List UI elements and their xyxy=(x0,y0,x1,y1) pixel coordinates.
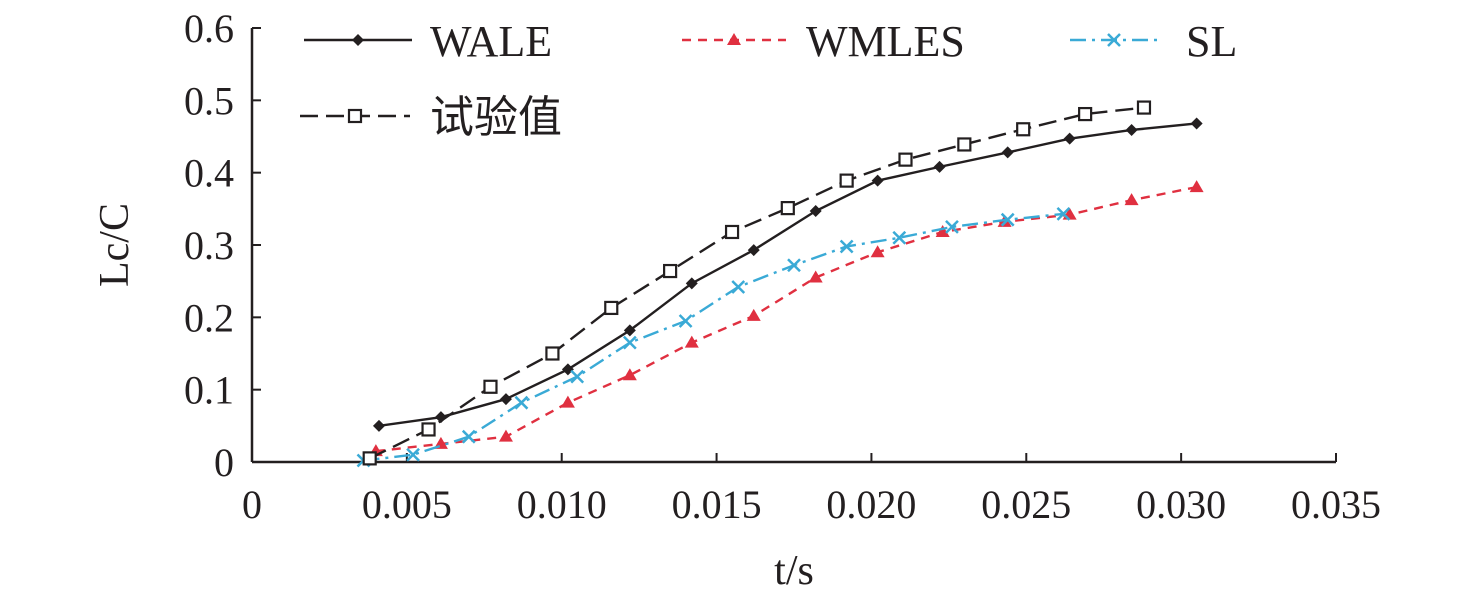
data-point-wale xyxy=(809,205,822,218)
data-point-wmles xyxy=(935,224,950,237)
data-point-wale xyxy=(685,277,698,290)
data-point-wmles xyxy=(622,368,637,381)
series-wale xyxy=(372,117,1203,432)
data-point-experimental xyxy=(604,300,619,316)
legend: WALE WMLES SL 试验值 xyxy=(300,17,1237,142)
x-tick-label: 0.015 xyxy=(672,482,762,527)
series-line-wmles xyxy=(375,185,1197,453)
legend-label: WMLES xyxy=(806,17,965,66)
data-point-wmles xyxy=(808,270,823,283)
data-point-wale xyxy=(1001,146,1014,159)
x-tick-label: 0.035 xyxy=(1291,482,1381,527)
data-point-wale xyxy=(372,419,385,432)
data-point-sl xyxy=(787,258,801,273)
series-line-sl xyxy=(363,212,1064,462)
data-point-wmles xyxy=(1189,180,1204,193)
data-point-wale xyxy=(747,244,760,257)
series-sl xyxy=(356,207,1071,468)
data-point-wale xyxy=(933,160,946,173)
x-tick-label: 0.020 xyxy=(826,482,916,527)
data-point-wmles xyxy=(560,395,575,408)
data-point-experimental xyxy=(724,224,740,240)
series-wmles xyxy=(368,180,1204,457)
data-point-experimental xyxy=(839,173,854,188)
data-point-sl xyxy=(892,230,907,245)
legend-item-sl: SL xyxy=(1070,17,1237,66)
y-axis-title: Lc/C xyxy=(92,203,138,287)
data-point-sl xyxy=(678,314,693,328)
series-line-experimental xyxy=(369,106,1145,460)
series-line-wale xyxy=(378,122,1197,428)
x-tick-label: 0.025 xyxy=(981,482,1071,527)
data-point-sl xyxy=(839,239,854,254)
y-tick-label: 0.3 xyxy=(184,223,234,268)
x-tick-label: 0.005 xyxy=(362,482,452,527)
data-point-sl xyxy=(1056,207,1071,221)
data-point-experimental xyxy=(957,137,972,152)
legend-item-experimental: 试验值 xyxy=(300,93,562,142)
data-point-wale xyxy=(561,363,574,376)
y-tick-label: 0.4 xyxy=(184,151,234,196)
y-tick-label: 0 xyxy=(214,440,234,485)
data-point-experimental xyxy=(780,201,795,216)
data-point-wmles xyxy=(746,308,761,321)
data-point-wmles xyxy=(684,335,699,348)
x-tick-label: 0.030 xyxy=(1136,482,1226,527)
data-point-experimental xyxy=(483,379,498,394)
data-point-wale xyxy=(499,393,512,406)
data-point-wmles xyxy=(498,429,513,442)
y-tick-label: 0.5 xyxy=(184,78,234,123)
legend-label: SL xyxy=(1186,17,1237,66)
data-point-wmles xyxy=(870,245,885,258)
y-tick-label: 0.1 xyxy=(184,368,234,413)
data-point-experimental xyxy=(421,422,436,437)
x-axis-title: t/s xyxy=(774,548,814,594)
data-point-wale xyxy=(1190,117,1203,130)
x-tick-label: 0 xyxy=(242,482,262,527)
data-point-sl xyxy=(622,335,637,350)
data-point-sl xyxy=(945,220,959,234)
data-point-sl xyxy=(570,369,585,384)
series-layer xyxy=(356,100,1204,468)
x-axis-ticks: 0 0.005 0.010 0.015 0.020 0.025 0.030 0.035 xyxy=(242,453,1381,527)
legend-marker xyxy=(1107,33,1121,47)
y-tick-label: 0.2 xyxy=(184,295,234,340)
data-point-experimental xyxy=(898,152,913,167)
series-experimental xyxy=(362,100,1152,466)
x-tick-label: 0.010 xyxy=(517,482,607,527)
legend-item-wmles: WMLES xyxy=(682,17,965,66)
data-point-experimental xyxy=(1016,122,1031,137)
data-point-experimental xyxy=(1136,100,1152,115)
y-tick-label: 0.6 xyxy=(184,6,234,51)
legend-marker xyxy=(352,34,364,46)
y-axis-ticks: 0 0.1 0.2 0.3 0.4 0.5 0.6 xyxy=(184,6,261,485)
data-point-wale xyxy=(1125,123,1138,136)
data-point-experimental xyxy=(545,346,560,361)
data-point-sl xyxy=(731,280,746,294)
data-point-sl xyxy=(1000,212,1015,227)
data-point-experimental xyxy=(362,451,377,466)
data-point-sl xyxy=(514,395,529,410)
legend-item-wale: WALE xyxy=(304,17,552,66)
data-point-wale xyxy=(623,324,636,337)
legend-marker xyxy=(347,108,363,124)
data-point-wmles xyxy=(1124,193,1139,206)
data-point-wale xyxy=(1063,132,1076,145)
legend-label: 试验值 xyxy=(430,93,562,142)
data-point-sl xyxy=(406,447,420,462)
axes: 0 0.005 0.010 0.015 0.020 0.025 0.030 0.035 0 0.… xyxy=(184,6,1381,527)
data-point-experimental xyxy=(663,263,678,279)
legend-marker xyxy=(727,33,741,45)
data-point-experimental xyxy=(1078,106,1093,122)
data-point-sl xyxy=(461,429,476,444)
data-point-wale xyxy=(871,174,884,187)
legend-label: WALE xyxy=(430,17,552,66)
